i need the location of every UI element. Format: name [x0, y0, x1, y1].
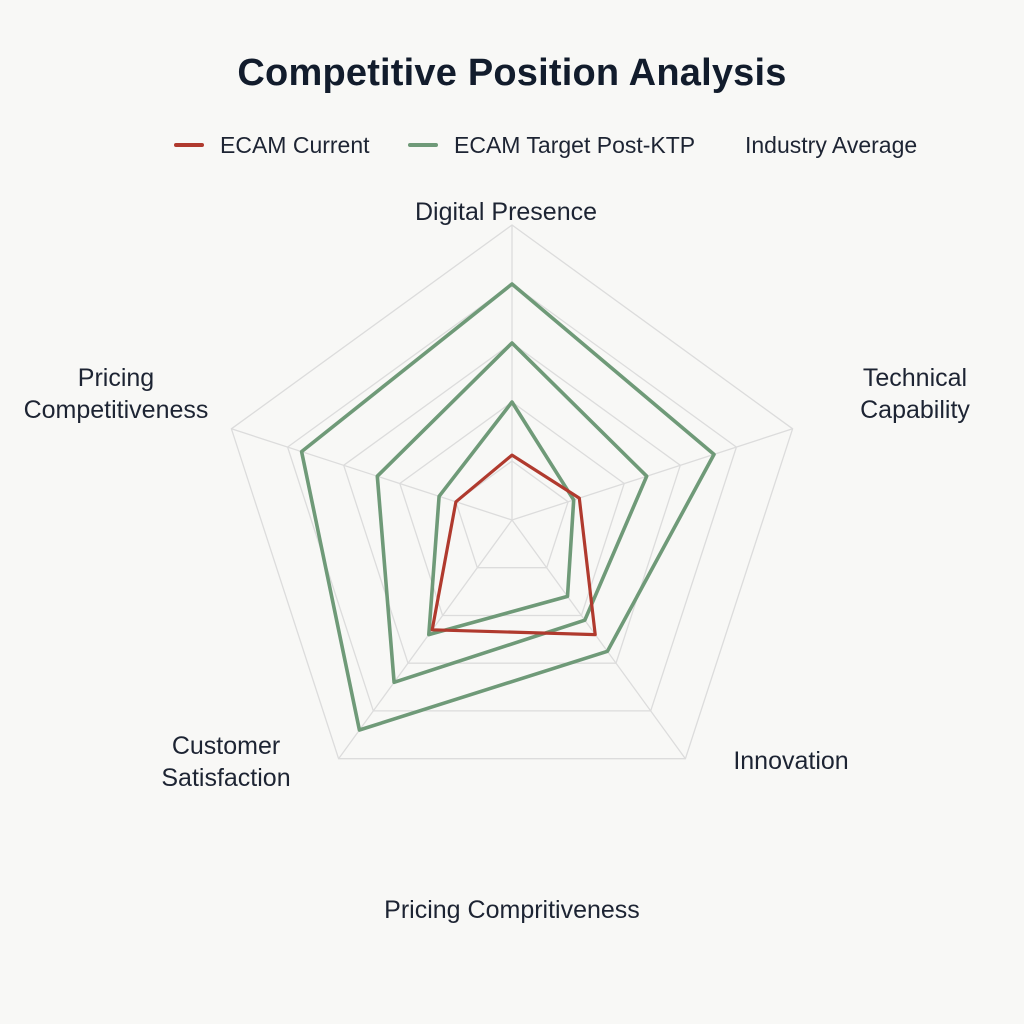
chart-legend: ECAM Current ECAM Target Post-KTP Indust… — [0, 128, 1024, 162]
legend-swatch-ecam-target — [408, 143, 438, 147]
series-polygon-3 — [375, 341, 649, 685]
axis-label-2: Technical Capability — [860, 364, 970, 424]
bottom-axis-note: Pricing Compritiveness — [384, 896, 640, 924]
legend-label-ecam-target: ECAM Target Post-KTP — [454, 131, 696, 158]
axis-label-line: Customer — [172, 732, 280, 760]
legend-item-ecam-current: ECAM Current — [174, 128, 370, 162]
legend-swatch-ecam-current — [174, 143, 204, 147]
series-polygon-4 — [426, 400, 576, 637]
grid-spoke-2 — [511, 428, 793, 521]
grid-spoke-3 — [511, 519, 686, 760]
axis-label-4: Customer Satisfaction — [161, 732, 290, 792]
grid-spoke-5 — [231, 428, 513, 521]
axis-label-line: Digital Presence — [415, 198, 597, 226]
chart-title: Competitive Position Analysis — [237, 52, 787, 94]
series-polygon-1 — [430, 453, 597, 637]
grid-ring-2 — [399, 401, 625, 617]
legend-label-ecam-current: ECAM Current — [220, 131, 370, 158]
series-polygon-2 — [299, 282, 716, 732]
axis-label-5: Pricing Competitiveness — [24, 364, 209, 424]
legend-item-industry-average: Industry Average — [745, 128, 917, 162]
grid-ring-5 — [230, 224, 794, 760]
legend-label-industry-average: Industry Average — [745, 131, 918, 158]
axis-label-line: Satisfaction — [161, 764, 290, 792]
axis-label-line: Capability — [860, 396, 970, 424]
grid-ring-3 — [342, 342, 682, 664]
grid-ring-4 — [286, 283, 738, 712]
axis-label-line: Technical — [863, 364, 967, 392]
axis-label-line: Pricing — [78, 364, 154, 392]
axis-label-1: Digital Presence — [415, 198, 597, 226]
axis-label-3: Innovation — [733, 747, 848, 775]
axis-label-line: Innovation — [733, 747, 848, 775]
legend-item-ecam-target: ECAM Target Post-KTP — [408, 128, 695, 162]
axis-label-line: Competitiveness — [24, 396, 209, 424]
grid-spoke-4 — [338, 519, 513, 760]
